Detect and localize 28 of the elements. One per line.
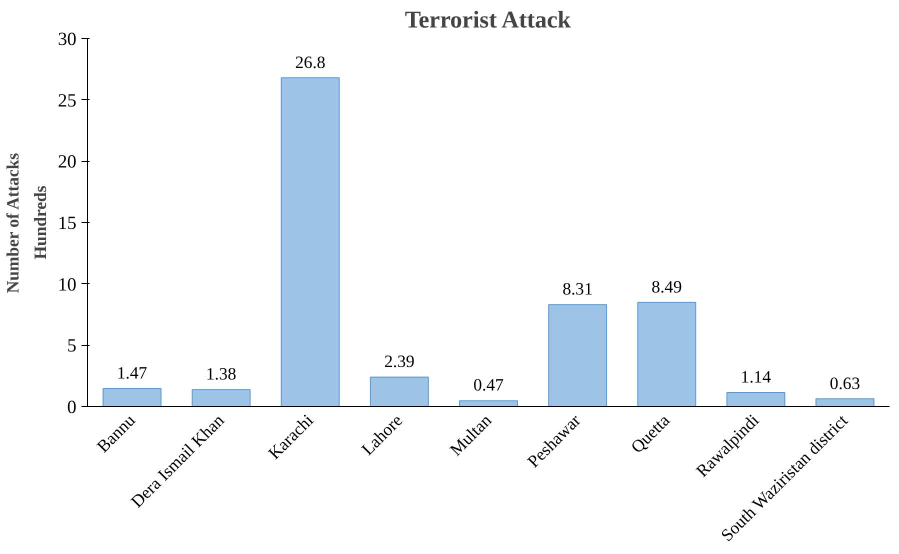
data-label: 0.63 bbox=[830, 374, 860, 393]
data-label: 0.47 bbox=[473, 376, 504, 395]
bar bbox=[815, 398, 874, 406]
text: Hundreds bbox=[30, 185, 50, 260]
data-label: 2.39 bbox=[384, 352, 415, 372]
data-label: 1.38 bbox=[206, 364, 236, 384]
data-label: 8.49 bbox=[652, 277, 682, 296]
bar bbox=[370, 376, 429, 406]
data-label: 1.47 bbox=[116, 363, 148, 382]
y-tick-label: 0 bbox=[67, 397, 76, 418]
bar bbox=[459, 400, 518, 406]
bar bbox=[726, 392, 786, 406]
y-tick-label: 25 bbox=[58, 90, 76, 112]
y-tick-label: 30 bbox=[58, 29, 76, 50]
y-tick-label: 5 bbox=[67, 336, 76, 357]
chart-title: Terrorist Attack bbox=[404, 8, 572, 34]
bar bbox=[637, 302, 696, 406]
bar bbox=[548, 304, 608, 406]
data-label: 1.14 bbox=[740, 368, 772, 387]
bar bbox=[280, 77, 340, 406]
bar bbox=[102, 388, 162, 406]
bar bbox=[192, 389, 251, 406]
data-label: 26.8 bbox=[295, 52, 326, 72]
y-tick-label: 15 bbox=[58, 213, 76, 234]
data-label: 8.31 bbox=[562, 280, 593, 299]
y-tick-label: 20 bbox=[58, 152, 76, 173]
y-axis-title: Number of Attacks bbox=[4, 152, 22, 294]
y-tick-label: 10 bbox=[58, 274, 76, 296]
